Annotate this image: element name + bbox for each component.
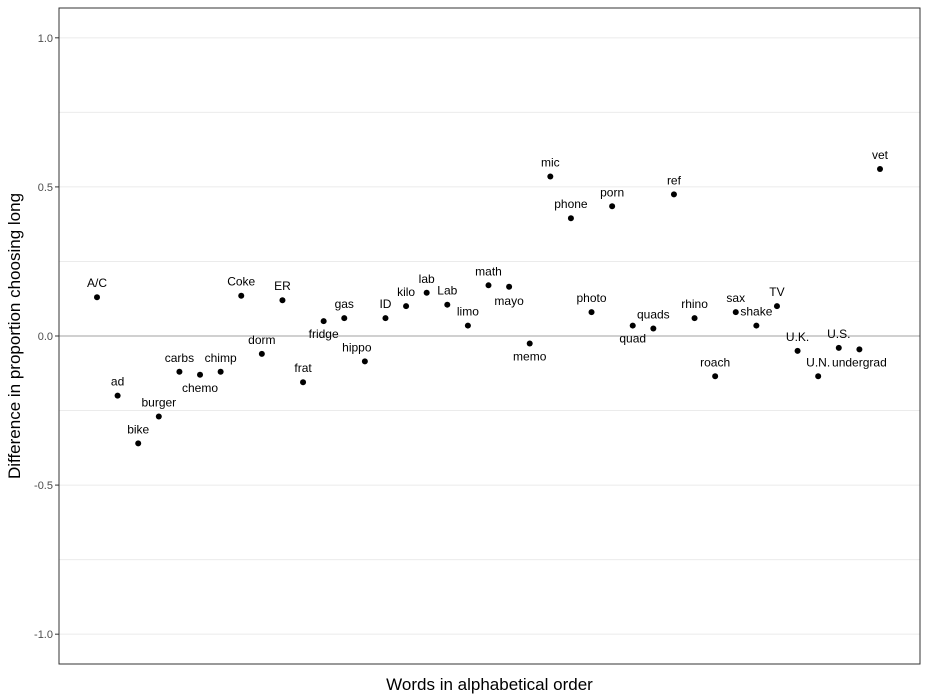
point-label: chimp: [205, 351, 237, 365]
y-axis-title: Difference in proportion choosing long: [5, 193, 24, 479]
data-point: [835, 344, 842, 351]
data-point: [670, 191, 677, 198]
y-tick-label: 0.0: [38, 331, 53, 343]
data-point: [135, 440, 142, 447]
point-label: phone: [554, 197, 588, 211]
point-label: fridge: [309, 327, 339, 341]
point-label: carbs: [165, 351, 194, 365]
point-label: Coke: [227, 275, 255, 289]
data-point: [176, 368, 183, 375]
point-label: U.S.: [827, 327, 850, 341]
point-label: mayo: [494, 294, 524, 308]
point-label: roach: [700, 355, 730, 369]
point-label: porn: [600, 185, 624, 199]
data-point: [279, 297, 286, 304]
point-label: bike: [127, 422, 149, 436]
data-point: [94, 294, 100, 301]
data-point: [794, 347, 801, 354]
data-point: [464, 322, 471, 329]
points-layer: [94, 166, 883, 447]
point-label: photo: [577, 291, 607, 305]
point-labels-layer: A/C ad bike burger carbs chemo chimp Coke dorm ER…: [87, 148, 889, 436]
data-point: [877, 166, 883, 173]
data-point: [238, 292, 245, 299]
data-point: [258, 350, 265, 357]
data-point: [815, 373, 822, 380]
data-point: [197, 371, 204, 378]
point-label: sax: [726, 291, 745, 305]
point-label: math: [475, 264, 502, 278]
point-label: undergrad: [832, 355, 887, 369]
data-point: [629, 322, 636, 329]
y-tick-label: -1.0: [34, 629, 53, 641]
data-point: [856, 346, 863, 353]
y-tick-label: 0.5: [38, 182, 53, 194]
y-axis-ticks: -1.0 -0.5 0.0 0.5 1.0: [34, 33, 59, 641]
point-label: memo: [513, 349, 547, 363]
point-label: ID: [379, 297, 391, 311]
point-label: limo: [457, 305, 479, 319]
point-label: Lab: [437, 284, 457, 298]
data-point: [506, 283, 513, 290]
data-point: [217, 368, 224, 375]
point-label: rhino: [681, 297, 708, 311]
data-point: [444, 301, 451, 308]
data-point: [526, 340, 533, 347]
data-point: [712, 373, 719, 380]
point-label: gas: [335, 297, 354, 311]
point-label: U.N.: [806, 355, 830, 369]
y-tick-label: -0.5: [34, 480, 53, 492]
point-label: quad: [619, 332, 646, 346]
point-label: vet: [872, 148, 889, 162]
point-label: ad: [111, 375, 124, 389]
data-point: [567, 215, 574, 222]
data-point: [361, 358, 368, 365]
point-label: shake: [740, 305, 772, 319]
point-label: dorm: [248, 333, 275, 347]
point-label: frat: [294, 361, 312, 375]
point-label: ref: [667, 173, 682, 187]
data-point: [341, 315, 348, 322]
point-label: mic: [541, 155, 560, 169]
data-point: [382, 315, 389, 322]
y-tick-label: 1.0: [38, 33, 53, 45]
data-point: [423, 289, 430, 296]
data-point: [588, 309, 595, 316]
data-point: [485, 282, 492, 289]
data-point: [732, 309, 739, 316]
data-point: [773, 303, 780, 310]
point-label: ER: [274, 279, 291, 293]
data-point: [609, 203, 616, 210]
data-point: [155, 413, 162, 420]
point-label: chemo: [182, 381, 218, 395]
data-point: [403, 303, 410, 310]
data-point: [320, 318, 327, 325]
data-point: [650, 325, 657, 332]
point-label: A/C: [87, 276, 107, 290]
data-point: [114, 392, 121, 399]
point-label: kilo: [397, 285, 415, 299]
point-label: quads: [637, 308, 670, 322]
point-label: burger: [141, 396, 176, 410]
point-label: U.K.: [786, 330, 809, 344]
x-axis-title: Words in alphabetical order: [386, 675, 593, 694]
data-point: [547, 173, 554, 180]
data-point: [691, 315, 698, 322]
point-label: hippo: [342, 340, 372, 354]
point-label: lab: [419, 272, 435, 286]
data-point: [300, 379, 307, 386]
data-point: [753, 322, 760, 329]
point-label: TV: [769, 285, 784, 299]
